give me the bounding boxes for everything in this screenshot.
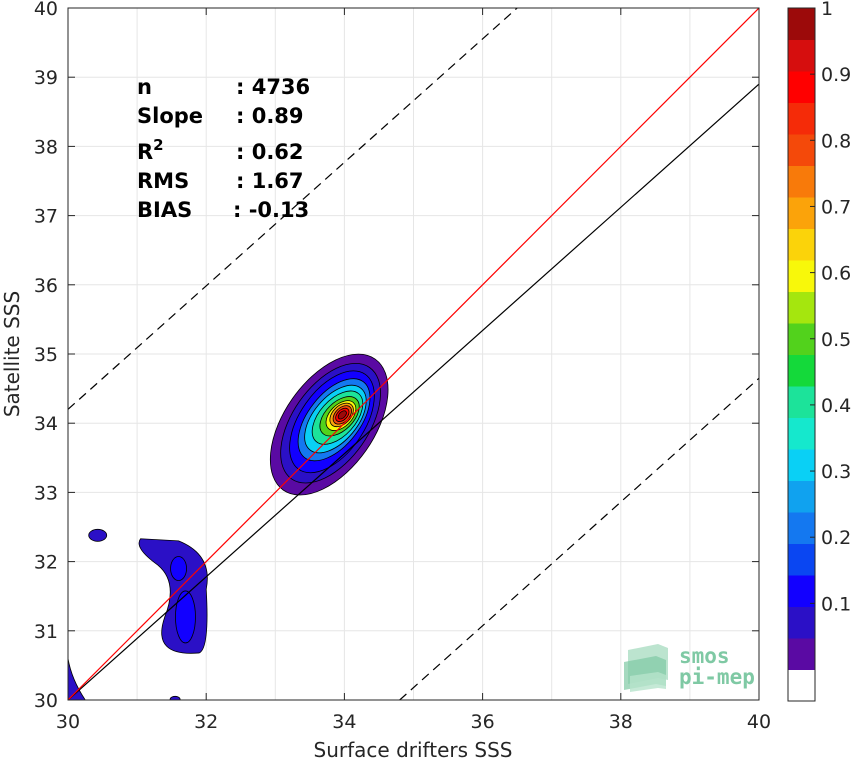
stat-label-superscript: 2	[153, 136, 163, 154]
colorbar-swatch	[788, 512, 815, 544]
contour-fresh-inner	[170, 556, 187, 581]
y-tick-label: 35	[34, 344, 58, 366]
contour-bottom-speck	[169, 695, 181, 700]
colorbar-swatch	[788, 606, 815, 639]
stat-value: : -0.13	[233, 198, 309, 222]
colorbar-swatch	[788, 228, 815, 261]
colorbar-tick-label: 0.8	[821, 130, 851, 152]
stat-label: BIAS	[137, 198, 192, 222]
upper-bound-line	[68, 8, 518, 410]
stat-value: : 1.67	[236, 169, 304, 193]
contour-small-blob	[88, 528, 108, 542]
stat-value: : 0.62	[236, 140, 304, 164]
y-tick-label: 33	[34, 482, 58, 504]
colorbar-swatch	[788, 543, 815, 576]
y-tick-label: 40	[34, 0, 58, 20]
colorbar-tick-label: 0.4	[821, 395, 851, 417]
colorbar-swatch	[788, 669, 815, 702]
colorbar-tick-label: 0.1	[821, 593, 851, 615]
x-tick-label: 32	[194, 711, 218, 733]
colorbar-swatch	[788, 480, 815, 513]
y-tick-label: 30	[34, 690, 58, 712]
x-ticks: 30 32 34 36 38 40	[56, 8, 771, 733]
y-tick-label: 34	[34, 413, 58, 435]
logo: smos pi-mep	[624, 644, 755, 692]
colorbar-swatch	[788, 449, 815, 481]
colorbar-tick-label: 0.9	[821, 64, 851, 86]
colorbar-swatch	[788, 165, 815, 198]
stat-label: RMS	[137, 169, 189, 193]
colorbar-tick-label: 0.7	[821, 196, 851, 218]
colorbar-swatch	[788, 575, 815, 607]
y-tick-label: 36	[34, 275, 58, 297]
colorbar-swatch	[788, 197, 815, 229]
y-tick-label: 39	[34, 67, 58, 89]
logo-text-pimep: pi-mep	[679, 665, 755, 689]
colorbar-swatch	[788, 417, 815, 450]
colorbar-swatch	[788, 8, 815, 40]
colorbar-swatch	[788, 291, 815, 324]
y-tick-label: 32	[34, 552, 58, 574]
identity-line	[68, 8, 759, 700]
colorbar-tick-label: 0.5	[821, 329, 851, 351]
logo-icon	[624, 644, 668, 692]
logo-text-smos: smos	[679, 644, 730, 668]
colorbar-swatch	[788, 71, 815, 103]
y-tick-label: 37	[34, 206, 58, 228]
colorbar-swatch	[788, 386, 815, 418]
x-tick-label: 36	[471, 711, 495, 733]
y-tick-label: 38	[34, 136, 58, 158]
colorbar: 0.1 0.2 0.3 0.4 0.5 0.6 0.7 0.8 0.9 1	[787, 0, 851, 702]
colorbar-swatch	[788, 260, 815, 292]
y-tick-label: 31	[34, 621, 58, 643]
x-tick-label: 38	[609, 711, 633, 733]
stat-label: Slope	[137, 104, 203, 128]
colorbar-swatch	[788, 354, 815, 387]
density-contours	[68, 353, 389, 700]
regression-line	[68, 83, 759, 700]
lower-bound-line	[399, 377, 759, 700]
contour-main	[337, 410, 347, 420]
colorbar-swatch	[788, 638, 815, 670]
stat-label: n	[137, 75, 152, 99]
colorbar-swatch	[788, 39, 815, 72]
y-axis-label: Satellite SSS	[0, 291, 24, 417]
contour-corner	[68, 658, 86, 700]
colorbar-tick-label: 0.3	[821, 461, 851, 483]
stat-value: : 4736	[236, 75, 310, 99]
y-ticks: 30 31 32 33 34 35 36 37 38 39 40	[34, 0, 759, 712]
colorbar-swatch	[788, 102, 815, 135]
contour-fresh-inner	[175, 590, 196, 644]
x-tick-label: 40	[747, 711, 771, 733]
reference-lines	[68, 8, 759, 700]
colorbar-tick-label: 1	[821, 0, 833, 20]
x-axis-label: Surface drifters SSS	[314, 738, 513, 762]
x-tick-label: 30	[56, 711, 80, 733]
colorbar-swatch	[788, 134, 815, 166]
colorbar-frame	[787, 7, 816, 702]
colorbar-tick-label: 0.6	[821, 263, 851, 285]
x-tick-label: 34	[332, 711, 356, 733]
stat-value: : 0.89	[236, 104, 304, 128]
colorbar-tick-label: 0.2	[821, 527, 851, 549]
